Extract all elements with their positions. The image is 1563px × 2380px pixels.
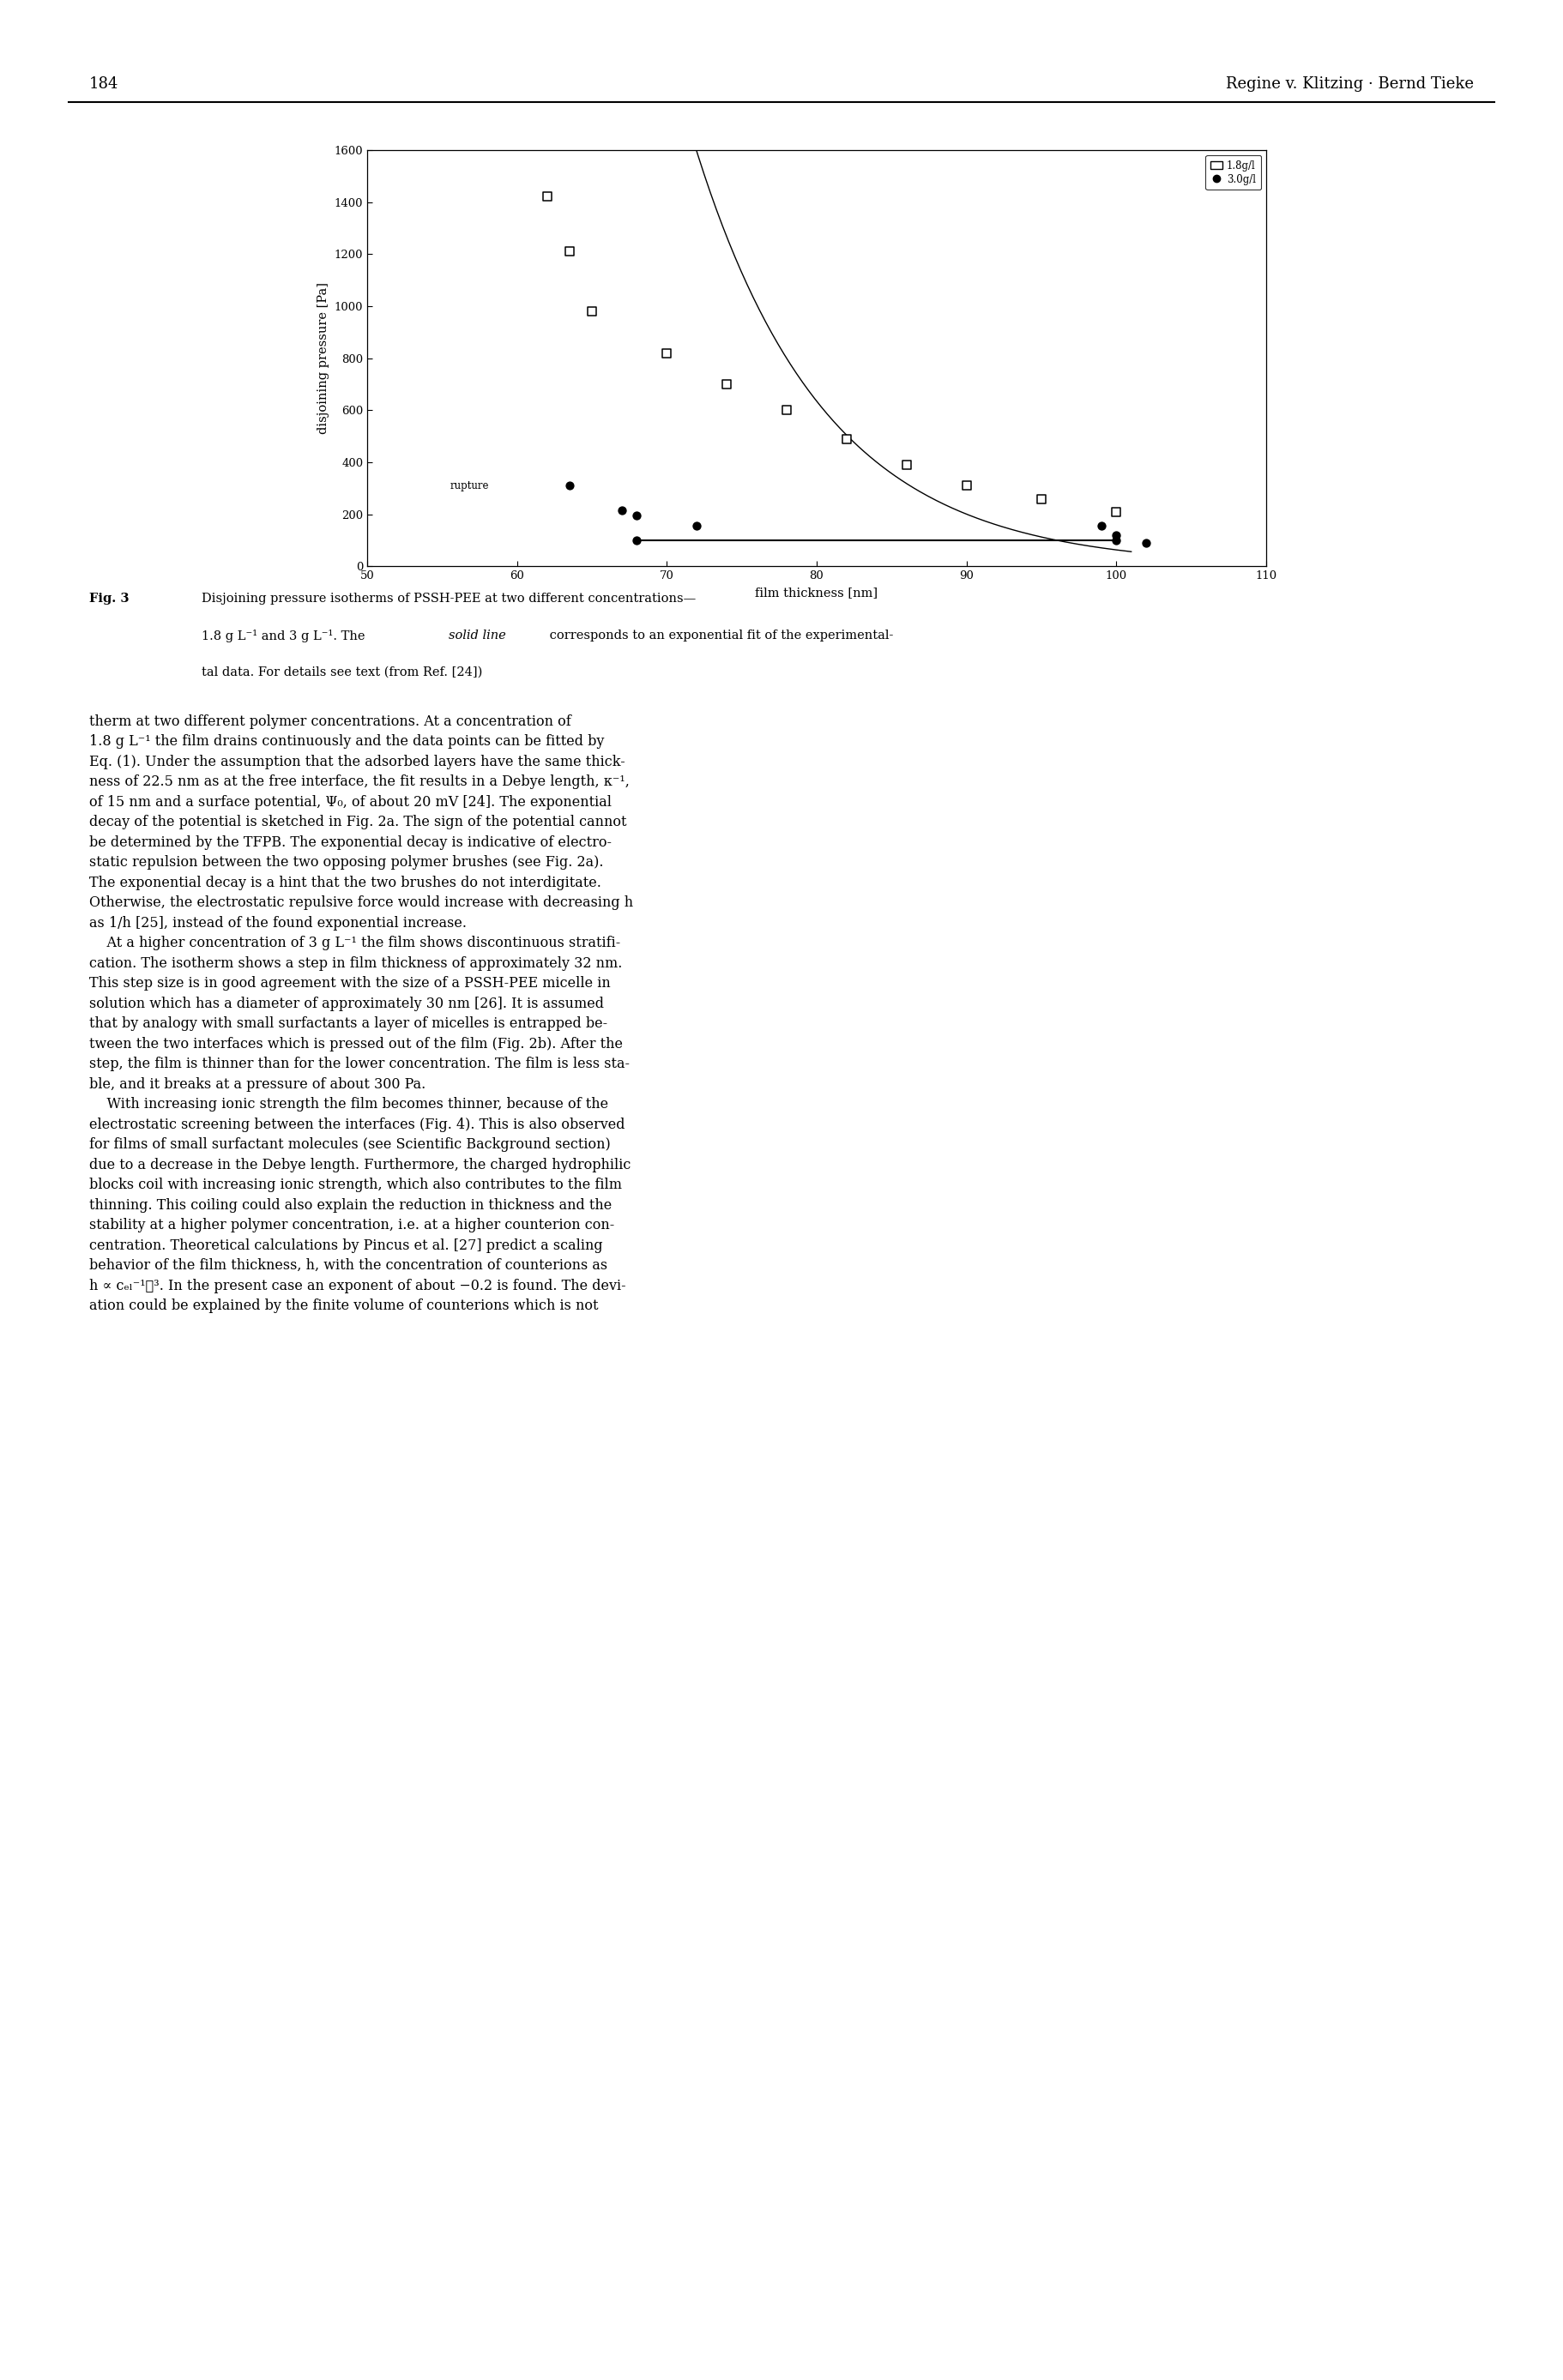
Point [894,445,919,483]
Text: Regine v. Klitzing · Bernd Tieke: Regine v. Klitzing · Bernd Tieke [1225,76,1474,90]
Point [655,333,680,371]
Text: Disjoining pressure isotherms of PSSH-PEE at two different concentrations—: Disjoining pressure isotherms of PSSH-PE… [202,593,696,605]
Point [835,419,860,457]
Point [774,390,799,428]
Point [556,233,581,271]
Point [1103,521,1128,559]
Text: 184: 184 [89,76,119,90]
Point [610,490,635,528]
Text: Fig. 3: Fig. 3 [89,593,130,605]
Text: 1.8 g L⁻¹ and 3 g L⁻¹. The: 1.8 g L⁻¹ and 3 g L⁻¹. The [202,628,369,643]
Point [953,466,978,505]
Point [580,293,605,331]
Point [1103,493,1128,531]
Point [535,178,560,217]
Point [624,497,649,536]
Text: therm at two different polymer concentrations. At a concentration of
1.8 g L⁻¹ t: therm at two different polymer concentra… [89,714,633,1314]
Text: tal data. For details see text (from Ref. [24]): tal data. For details see text (from Ref… [202,666,483,678]
Point [714,364,739,402]
Point [1028,481,1053,519]
Y-axis label: disjoining pressure [Pa]: disjoining pressure [Pa] [317,283,330,433]
Point [624,521,649,559]
Point [1089,507,1114,545]
Text: solid line: solid line [449,628,506,643]
Text: corresponds to an exponential fit of the experimental-: corresponds to an exponential fit of the… [545,628,892,643]
Legend: 1.8g/l, 3.0g/l: 1.8g/l, 3.0g/l [1205,155,1261,190]
Point [1133,524,1158,562]
Point [685,507,710,545]
Point [556,466,581,505]
X-axis label: film thickness [nm]: film thickness [nm] [755,585,878,597]
Text: rupture: rupture [450,481,489,490]
Point [1103,516,1128,555]
